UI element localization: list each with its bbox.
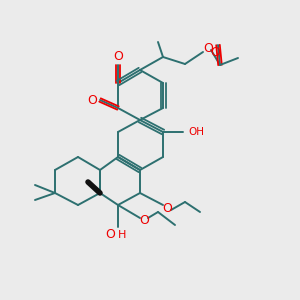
Text: O: O bbox=[203, 41, 213, 55]
Text: OH: OH bbox=[188, 127, 204, 137]
Text: O: O bbox=[87, 94, 97, 106]
Text: O: O bbox=[139, 214, 149, 226]
Text: O: O bbox=[162, 202, 172, 214]
Text: O: O bbox=[113, 50, 123, 64]
Text: H: H bbox=[118, 230, 126, 240]
Text: O: O bbox=[105, 229, 115, 242]
Text: O: O bbox=[210, 46, 220, 59]
